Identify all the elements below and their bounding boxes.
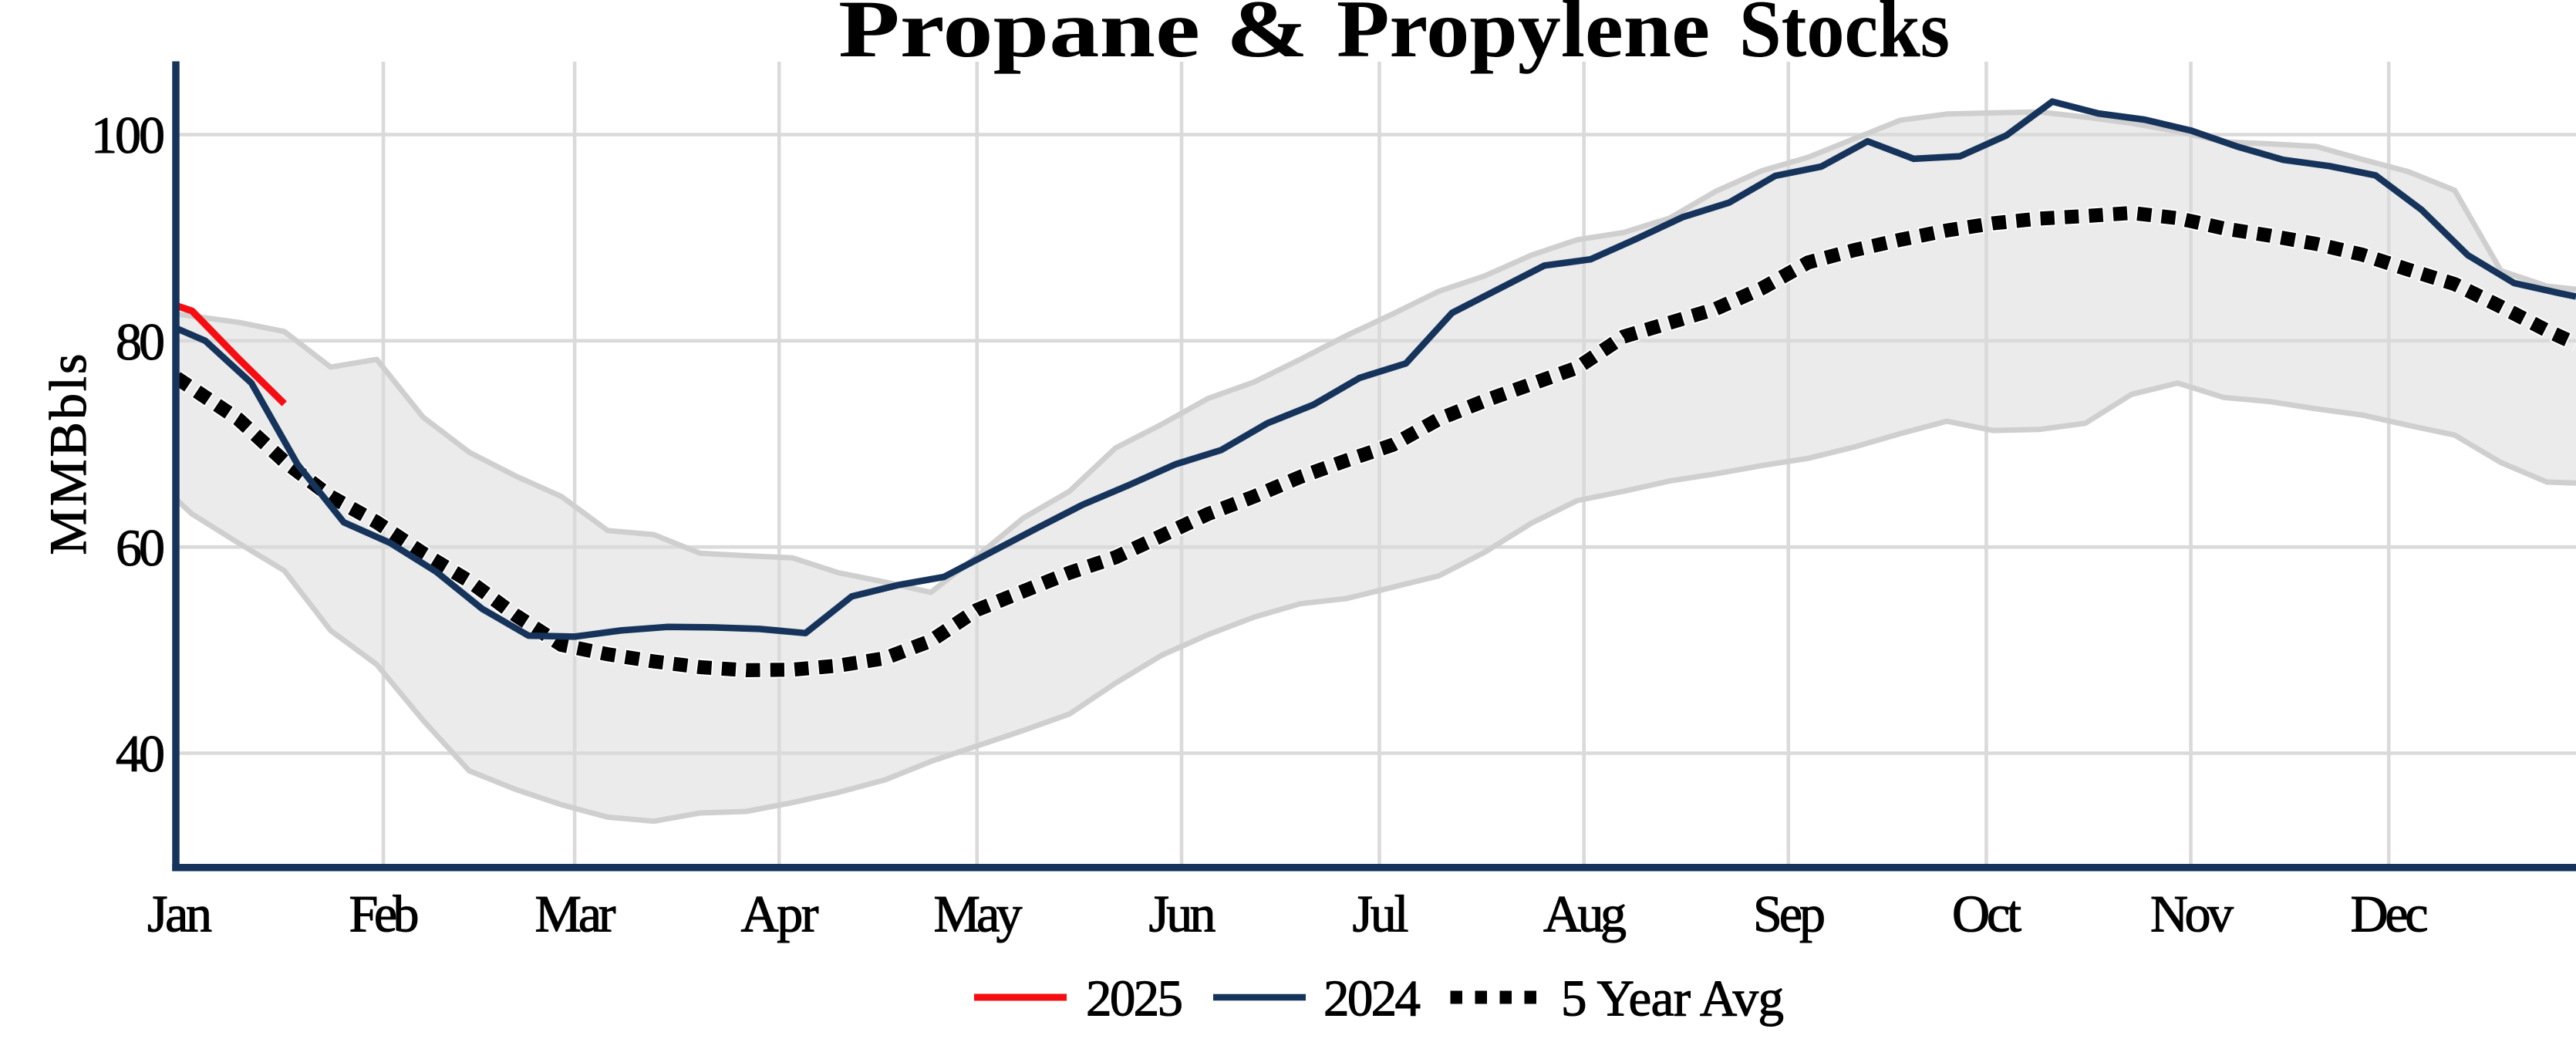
svg-text:Propylene: Propylene — [1337, 0, 1710, 74]
svg-text:Sep: Sep — [1753, 885, 1826, 943]
svg-text:Jun: Jun — [1149, 885, 1216, 943]
svg-text:80: 80 — [116, 312, 165, 371]
svg-text:Oct: Oct — [1952, 885, 2021, 943]
svg-text:Jan: Jan — [147, 885, 212, 943]
svg-text:100: 100 — [91, 106, 165, 164]
svg-text:MMBbls: MMBbls — [39, 354, 97, 555]
svg-text:60: 60 — [116, 518, 165, 577]
svg-text:Mar: Mar — [535, 885, 616, 943]
svg-text:&: & — [1226, 0, 1308, 74]
svg-text:Dec: Dec — [2351, 885, 2429, 943]
svg-text:Aug: Aug — [1543, 885, 1627, 943]
svg-text:Propane: Propane — [838, 0, 1200, 74]
svg-text:Feb: Feb — [349, 885, 420, 943]
svg-text:2025: 2025 — [1086, 970, 1183, 1027]
svg-text:Nov: Nov — [2150, 885, 2234, 943]
svg-text:2024: 2024 — [1323, 970, 1421, 1027]
svg-text:Jul: Jul — [1353, 885, 1409, 943]
svg-text:40: 40 — [116, 724, 165, 783]
svg-text:5 Year Avg: 5 Year Avg — [1561, 970, 1784, 1027]
svg-text:Stocks: Stocks — [1739, 0, 1950, 74]
svg-text:May: May — [934, 885, 1023, 943]
svg-text:Apr: Apr — [741, 885, 819, 943]
